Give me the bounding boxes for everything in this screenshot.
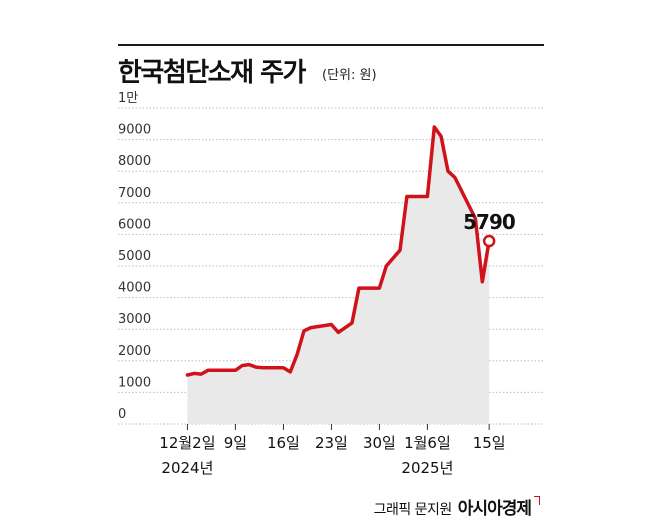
- unit-label: (단위: 원): [322, 68, 377, 83]
- y-tick-label: 1만: [118, 91, 138, 106]
- annotation-layer: 5790: [463, 210, 516, 248]
- last-price-marker: [482, 234, 496, 248]
- last-price-label: 5790: [463, 210, 515, 234]
- footer: 그래픽 문지원 아시아경제: [374, 494, 540, 519]
- price-area: [187, 127, 490, 424]
- x-tick-label: 1월6일: [404, 434, 451, 452]
- y-tick-label: 2000: [118, 344, 151, 359]
- x-tick-label: 16일: [267, 434, 300, 452]
- x-tick-year-label: 2025년: [401, 459, 453, 477]
- top-rule: [118, 44, 544, 46]
- brand-logo-text: 아시아경제: [457, 499, 532, 519]
- y-tick-label: 8000: [118, 154, 151, 169]
- x-axis-ticks: 12월2일 2024년 9일 16일 23일 30일 1월6일 2025년 15일: [159, 424, 506, 477]
- y-tick-label: 7000: [118, 186, 151, 201]
- x-tick-label: 12월2일: [159, 434, 215, 452]
- brand-mark-icon: [534, 496, 540, 505]
- y-tick-label: 6000: [118, 217, 151, 232]
- price-line: [185, 125, 491, 377]
- y-tick-label: 1000: [118, 375, 151, 390]
- x-tick-label: 23일: [315, 434, 348, 452]
- x-tick-year-label: 2024년: [161, 459, 213, 477]
- x-tick-label: 9일: [224, 434, 247, 452]
- graphic-credit: 그래픽 문지원: [373, 502, 453, 518]
- chart-title: 한국첨단소재 주가: [118, 58, 306, 88]
- x-tick-label: 30일: [363, 434, 396, 452]
- y-tick-label: 9000: [118, 123, 151, 138]
- y-axis-ticks: 0 1000 2000 3000 4000 5000 6000 7000 8000 9000 1만: [118, 91, 151, 422]
- y-tick-label: 4000: [118, 281, 151, 296]
- area-layer: [187, 127, 490, 424]
- x-tick-label: 15일: [473, 434, 506, 452]
- y-tick-label: 0: [118, 407, 126, 422]
- y-tick-label: 3000: [118, 312, 151, 327]
- y-tick-label: 5000: [118, 249, 151, 264]
- line-layer: [185, 125, 491, 377]
